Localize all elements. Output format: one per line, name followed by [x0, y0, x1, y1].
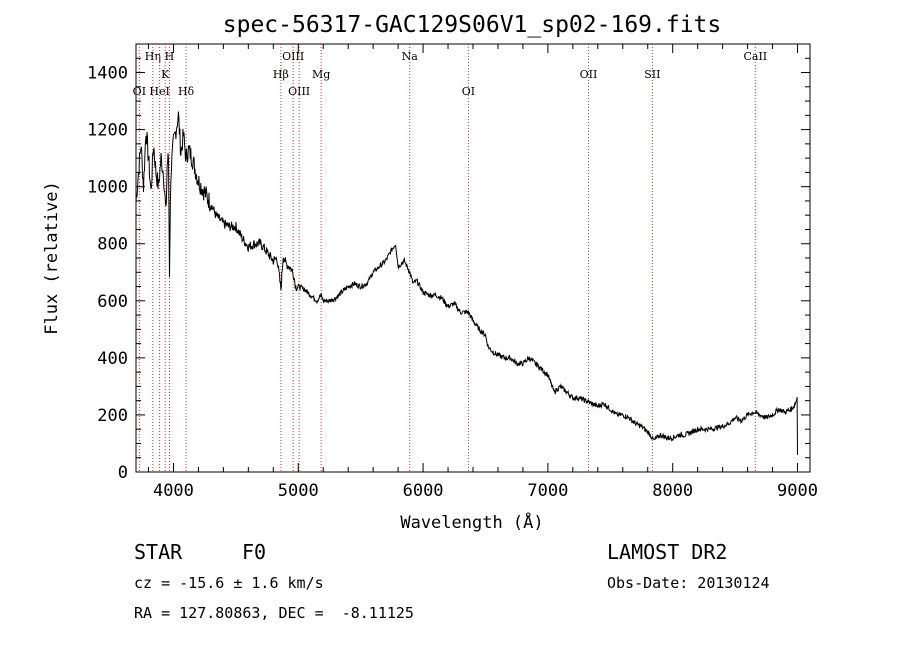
spectral-line-label: Hδ	[178, 85, 195, 98]
y-tick-label: 1200	[87, 121, 128, 141]
spectral-line-label: H	[165, 50, 175, 63]
plot-area-border	[135, 43, 811, 473]
x-tick-label: 8000	[652, 481, 693, 501]
chart-title: spec-56317-GAC129S06V1_sp02-169.fits	[223, 12, 722, 38]
spectral-line-label: HeI	[149, 85, 169, 98]
y-tick-label: 1400	[87, 64, 128, 84]
spectral-line-label: K	[161, 68, 170, 81]
spectral-line-label: OIII	[282, 50, 304, 63]
x-tick-label: 9000	[777, 481, 818, 501]
spectral-line-label: OI	[462, 85, 475, 98]
spectral-line-label: OI	[133, 85, 146, 98]
x-tick-label: 4000	[153, 481, 194, 501]
axis-ticks: 4000 5000 6000 7000 8000 9000 0 200 400 600 800 100…	[87, 44, 818, 501]
spectral-line-label: Hβ	[273, 68, 289, 81]
x-axis-label: Wavelength (Å)	[400, 511, 543, 533]
spectral-line-label: Mg	[312, 68, 330, 81]
object-subclass: F0	[242, 540, 267, 564]
spectral-line-label: OIII	[288, 85, 310, 98]
survey-name: LAMOST DR2	[607, 540, 728, 564]
coordinates: RA = 127.80863, DEC = -8.11125	[134, 604, 414, 622]
y-tick-label: 0	[118, 463, 128, 483]
y-tick-label: 200	[97, 406, 128, 426]
spectral-line-label: OII	[580, 68, 598, 81]
spectrum-series	[135, 111, 798, 455]
y-tick-label: 800	[97, 235, 128, 255]
spectrum-line	[135, 111, 798, 455]
spectral-line-label: CaII	[743, 50, 767, 63]
object-class: STAR	[134, 540, 183, 564]
x-tick-label: 5000	[278, 481, 319, 501]
spectral-line-label: Hη	[145, 50, 161, 63]
x-tick-label: 6000	[403, 481, 444, 501]
spectral-line-label: Na	[402, 50, 419, 63]
observation-date: Obs-Date: 20130124	[607, 574, 770, 592]
x-tick-label: 7000	[527, 481, 568, 501]
spectral-line-label: SII	[644, 68, 660, 81]
redshift-velocity: cz = -15.6 ± 1.6 km/s	[134, 574, 324, 592]
y-tick-label: 400	[97, 349, 128, 369]
y-tick-label: 1000	[87, 178, 128, 198]
y-tick-label: 600	[97, 292, 128, 312]
y-axis-label: Flux (relative)	[42, 181, 62, 335]
plot-frame	[135, 43, 811, 473]
